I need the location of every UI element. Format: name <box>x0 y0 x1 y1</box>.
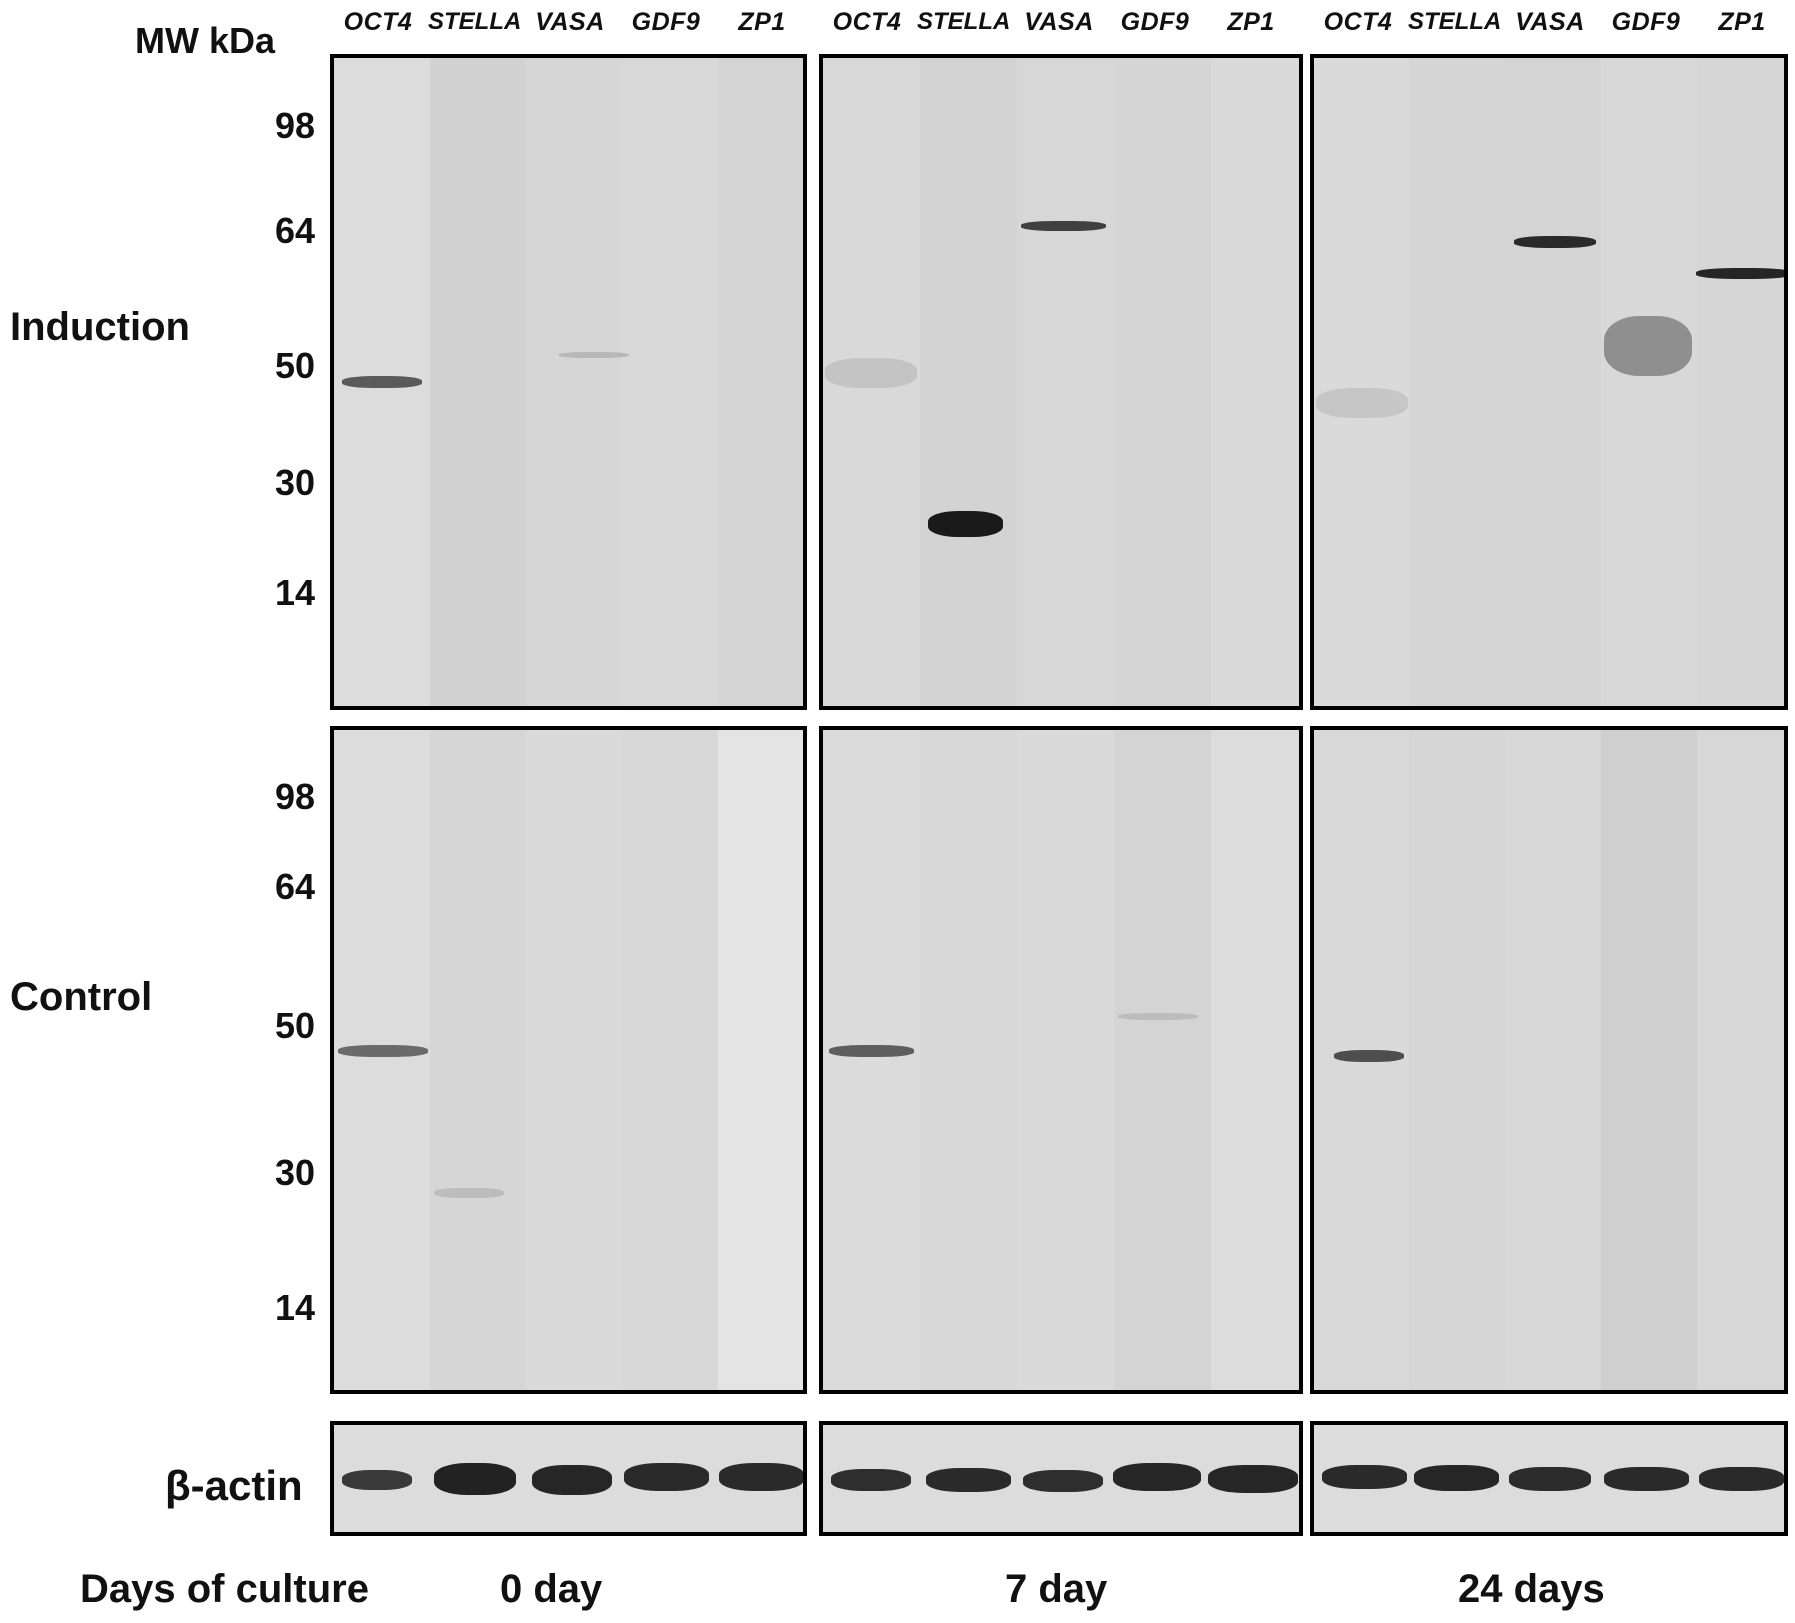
beta-actin-label: β-actin <box>165 1462 303 1509</box>
blot-control-0-day <box>330 726 807 1394</box>
band-gdf9 <box>1604 316 1692 376</box>
blot-beta-actin-0-day <box>330 1421 807 1536</box>
mw-kda-label: MW kDa <box>135 20 276 61</box>
lane-label-vasa-panel-2: VASA <box>1515 8 1585 36</box>
blot-induction-24-days <box>1310 54 1788 710</box>
blot-beta-actin-24-days <box>1310 1421 1788 1536</box>
mw-marker-50-control: 50 <box>274 1005 315 1046</box>
blot-control-7-day <box>819 726 1303 1394</box>
lane-label-vasa-panel-0: VASA <box>535 8 605 36</box>
control-row-label: Control <box>10 975 153 1019</box>
induction-row-label: Induction <box>10 305 190 349</box>
band-oct4 <box>1334 1050 1404 1062</box>
band-vasa <box>1514 236 1596 248</box>
blot-induction-7-day <box>819 54 1303 710</box>
band-oct4 <box>829 1045 914 1057</box>
days-of-culture-label: Days of culture <box>80 1567 369 1611</box>
mw-marker-64-induction: 64 <box>274 210 315 251</box>
lane-label-zp1-panel-2: ZP1 <box>1718 8 1766 36</box>
lane-label-gdf9-panel-2: GDF9 <box>1611 8 1681 36</box>
lane-label-oct4-panel-1: OCT4 <box>832 8 902 36</box>
lane-label-gdf9-panel-0: GDF9 <box>631 8 701 36</box>
lane-label-gdf9-panel-1: GDF9 <box>1120 8 1190 36</box>
mw-marker-50-induction: 50 <box>274 345 315 386</box>
band-gdf9 <box>1118 1013 1198 1020</box>
lane-label-stella-panel-0: STELLA <box>428 8 522 35</box>
mw-marker-14-control: 14 <box>274 1287 315 1328</box>
mw-marker-14-induction: 14 <box>274 572 315 613</box>
blot-beta-actin-7-day <box>819 1421 1303 1536</box>
band-oct4 <box>338 1045 428 1057</box>
band-stella <box>928 511 1003 537</box>
mw-marker-98-induction: 98 <box>274 105 315 146</box>
blot-control-24-days <box>1310 726 1788 1394</box>
mw-marker-30-control: 30 <box>274 1152 315 1193</box>
lane-label-zp1-panel-1: ZP1 <box>1227 8 1275 36</box>
band-vasa <box>1021 221 1106 231</box>
timepoint-24-days: 24 days <box>1458 1567 1605 1611</box>
band-oct4 <box>825 358 917 388</box>
band-zp1 <box>1696 268 1784 279</box>
mw-marker-64-control: 64 <box>274 866 315 907</box>
band-oct4 <box>342 376 422 388</box>
lane-label-oct4-panel-0: OCT4 <box>343 8 413 36</box>
mw-marker-30-induction: 30 <box>274 462 315 503</box>
blot-induction-0-day <box>330 54 807 710</box>
band-oct4 <box>1316 388 1408 418</box>
lane-label-stella-panel-1: STELLA <box>917 8 1011 35</box>
mw-marker-98-control: 98 <box>274 776 315 817</box>
band-gdf9 <box>559 352 629 358</box>
lane-label-zp1-panel-0: ZP1 <box>738 8 786 36</box>
lane-label-stella-panel-2: STELLA <box>1408 8 1502 35</box>
lane-label-oct4-panel-2: OCT4 <box>1323 8 1393 36</box>
timepoint-0-day: 0 day <box>500 1567 603 1611</box>
band-stella <box>434 1188 504 1198</box>
timepoint-7-day: 7 day <box>1005 1567 1108 1611</box>
lane-label-vasa-panel-1: VASA <box>1024 8 1094 36</box>
